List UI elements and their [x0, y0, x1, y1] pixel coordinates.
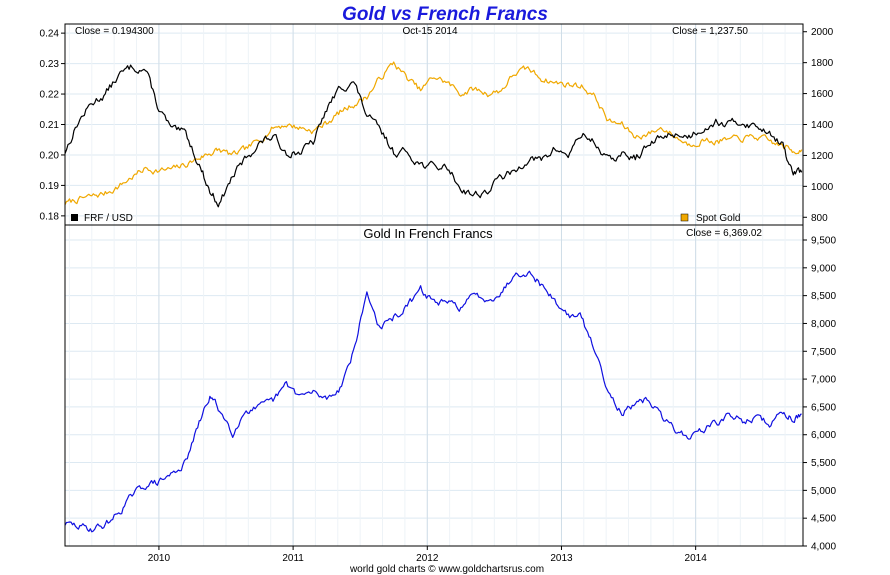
- top-right-tick-label: 2000: [811, 27, 834, 38]
- top-right-axis: 2000 1800 1600 1400 1200 1000 800: [803, 27, 834, 224]
- gold-in-frf-line: [64, 270, 802, 533]
- bottom-series: [64, 270, 802, 533]
- top-left-tick-label: 0.21: [40, 120, 60, 131]
- top-left-tick-label: 0.19: [40, 181, 60, 192]
- bottom-right-axis: 9,500 9,000 8,500 8,000 7,500 7,000 6,500 6,000…: [803, 236, 836, 553]
- footer-credit: world gold charts © www.goldchartsrus.co…: [349, 564, 544, 575]
- top-right-tick-label: 1600: [811, 89, 834, 100]
- bottom-right-tick-label: 6,500: [811, 402, 836, 413]
- top-right-tick-label: 1200: [811, 151, 834, 162]
- bottom-right-tick-label: 5,000: [811, 486, 836, 497]
- top-left-tick-label: 0.18: [40, 211, 60, 222]
- x-tick-label: 2012: [416, 553, 439, 564]
- top-left-tick-label: 0.22: [40, 90, 60, 101]
- top-grid: [65, 24, 803, 225]
- x-tick-label: 2014: [685, 553, 708, 564]
- top-right-tick-label: 1800: [811, 58, 834, 69]
- bottom-right-close: Close = 6,369.02: [686, 228, 762, 239]
- top-left-tick-label: 0.23: [40, 59, 60, 70]
- top-left-close: Close = 0.194300: [75, 26, 154, 37]
- legend-frf-label: FRF / USD: [84, 213, 133, 224]
- top-left-tick-label: 0.24: [40, 29, 60, 40]
- legend-gold-label: Spot Gold: [696, 213, 740, 224]
- top-series: [64, 61, 803, 208]
- chart-title: Gold vs French Francs: [342, 4, 548, 25]
- top-left-axis: 0.24 0.23 0.22 0.21 0.20 0.19 0.18: [40, 29, 65, 222]
- bottom-right-tick-label: 9,000: [811, 263, 836, 274]
- spot-gold-line: [64, 61, 803, 206]
- bottom-right-tick-label: 8,500: [811, 291, 836, 302]
- frf-usd-line: [64, 64, 803, 208]
- bottom-right-tick-label: 7,500: [811, 347, 836, 358]
- top-right-tick-label: 1000: [811, 182, 834, 193]
- bottom-right-tick-label: 6,000: [811, 430, 836, 441]
- bottom-grid: [65, 225, 803, 547]
- bottom-right-tick-label: 9,500: [811, 236, 836, 247]
- legend-frf-swatch: [71, 214, 78, 221]
- top-date-label: Oct-15 2014: [402, 26, 457, 37]
- top-right-close: Close = 1,237.50: [672, 26, 748, 37]
- bottom-right-tick-label: 7,000: [811, 375, 836, 386]
- bottom-right-tick-label: 5,500: [811, 458, 836, 469]
- top-panel: 0.24 0.23 0.22 0.21 0.20 0.19 0.18 2000 1800 160…: [40, 24, 834, 225]
- bottom-frame: [64, 224, 804, 547]
- bottom-subtitle: Gold In French Francs: [363, 226, 493, 241]
- bottom-panel: 9,500 9,000 8,500 8,000 7,500 7,000 6,500 6,000…: [64, 225, 836, 553]
- bottom-right-tick-label: 4,000: [811, 542, 836, 553]
- top-right-tick-label: 1400: [811, 120, 834, 131]
- x-tick-label: 2011: [282, 553, 304, 564]
- bottom-right-tick-label: 8,000: [811, 319, 836, 330]
- top-left-tick-label: 0.20: [40, 150, 60, 161]
- x-axis: 2010 2011 2012 2013 2014: [148, 546, 707, 564]
- bottom-right-tick-label: 4,500: [811, 514, 836, 525]
- x-tick-label: 2010: [148, 553, 171, 564]
- x-tick-label: 2013: [550, 553, 573, 564]
- legend-gold-swatch: [680, 213, 689, 222]
- top-right-tick-label: 800: [811, 213, 828, 224]
